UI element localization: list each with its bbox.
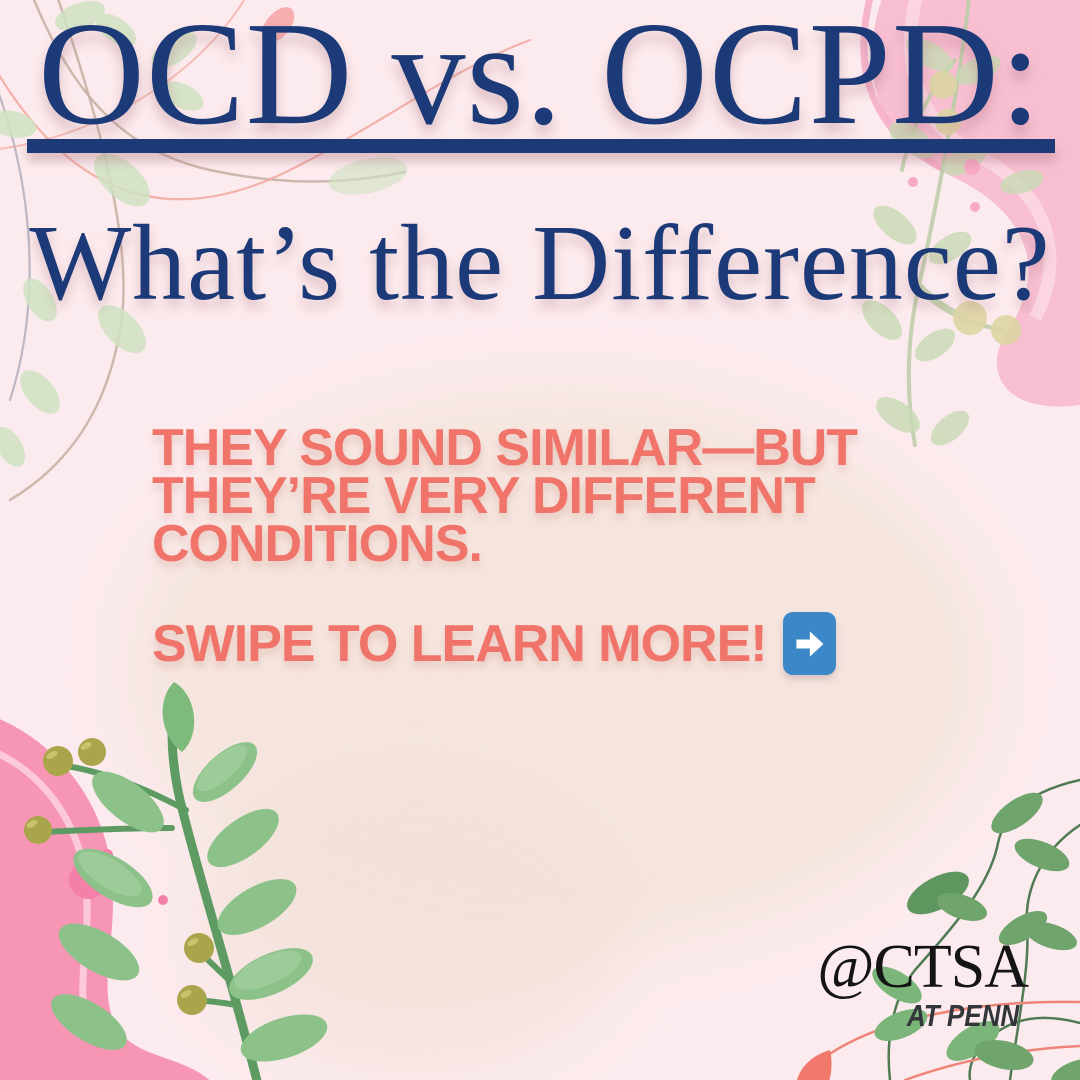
- account-handle: @CTSA: [817, 933, 1029, 1001]
- account-subtitle: AT PENN: [907, 998, 1020, 1033]
- account-footer: @CTSA AT PENN: [817, 933, 1029, 1033]
- post-title: OCD vs. OCPD:: [38, 0, 1042, 156]
- arrow-right-icon: [796, 630, 824, 657]
- body-text-line: CONDITIONS.: [152, 515, 483, 573]
- body-copy: THEY SOUND SIMILAR—BUT THEY’RE VERY DIFF…: [152, 419, 858, 573]
- swipe-cta-label: SWIPE TO LEARN MORE!: [152, 614, 768, 673]
- swipe-arrow-badge[interactable]: [782, 612, 836, 675]
- watercolor-wash-lower: [200, 770, 630, 1070]
- title-underline: [27, 139, 1055, 153]
- body-text-line: THEY SOUND SIMILAR—BUT: [152, 419, 858, 477]
- post-subtitle: What’s the Difference?: [29, 204, 1051, 323]
- swipe-cta: SWIPE TO LEARN MORE!: [152, 612, 836, 675]
- body-text-line: THEY’RE VERY DIFFERENT: [152, 467, 816, 525]
